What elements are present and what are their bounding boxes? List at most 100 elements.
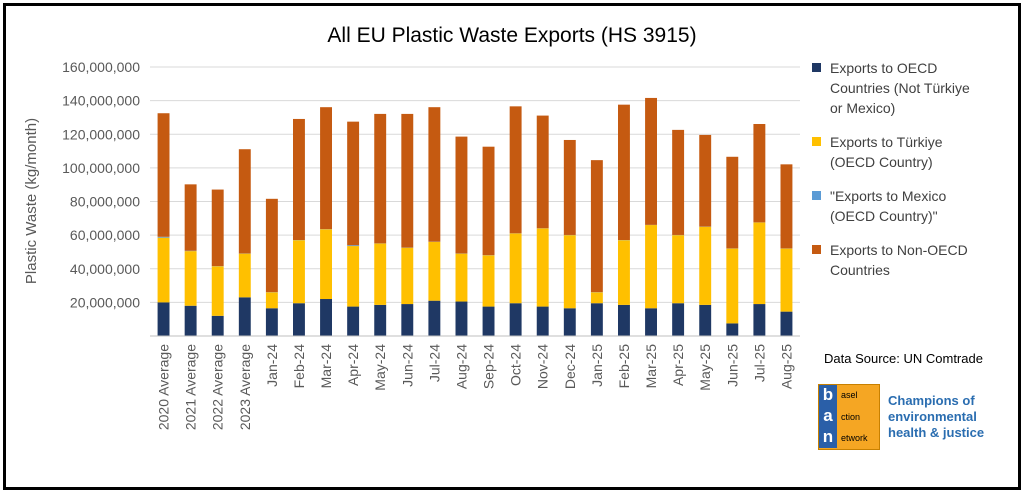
bar-segment-series-1	[672, 235, 685, 304]
bar-segment-series-1	[401, 247, 414, 305]
bar-segment-series-1	[184, 251, 197, 306]
bar-segment-series-3	[590, 160, 603, 293]
x-tick-label: Jul-25	[751, 344, 767, 382]
bar-segment-series-2	[347, 245, 360, 247]
bar-segment-series-1	[699, 226, 712, 305]
legend-swatch-oecd	[812, 63, 821, 72]
bar-segment-series-3	[184, 184, 197, 251]
x-tick-label: 2020 Average	[156, 344, 172, 430]
y-tick-label: 100,000,000	[62, 160, 140, 176]
bar-segment-series-3	[672, 129, 685, 235]
legend-item-mexico: "Exports to Mexico (OECD Country)"	[810, 186, 1010, 226]
bar-segment-series-0	[347, 306, 360, 336]
x-tick-label: Aug-24	[453, 344, 469, 389]
bar-segment-series-3	[645, 97, 657, 225]
bar-segment-series-1	[374, 243, 387, 305]
logo-word-network: etwork	[841, 433, 868, 443]
x-tick-label: Jan-24	[264, 344, 280, 387]
legend: Exports to OECD Countries (Not Türkiye o…	[810, 58, 1010, 294]
bar-segment-series-3	[401, 113, 414, 248]
bar-segment-series-0	[265, 308, 278, 336]
x-tick-label: Jul-24	[426, 344, 442, 382]
bar-segment-series-0	[509, 303, 522, 336]
x-tick-label: Jun-24	[399, 344, 415, 387]
bar-segment-series-1	[347, 246, 360, 307]
bar-segment-series-3	[699, 134, 712, 227]
x-tick-label: Sep-24	[481, 344, 497, 389]
bar-segment-series-3	[482, 146, 495, 256]
chart-title: All EU Plastic Waste Exports (HS 3915)	[327, 24, 696, 47]
bar-segment-series-1	[726, 248, 739, 324]
bar-segment-series-1	[320, 229, 332, 300]
bar-segment-series-0	[320, 299, 332, 336]
y-tick-label: 120,000,000	[62, 126, 140, 142]
bar-segment-series-1	[536, 228, 549, 307]
x-tick-label: Feb-24	[291, 344, 307, 389]
bar-segment-series-0	[401, 304, 414, 336]
bar-segment-series-3	[374, 113, 387, 244]
bar-segment-series-3	[238, 149, 251, 254]
bar-segment-series-0	[293, 303, 305, 336]
x-tick-label: May-24	[372, 344, 388, 391]
bar-segment-series-0	[618, 304, 630, 336]
legend-item-oecd: Exports to OECD Countries (Not Türkiye o…	[810, 58, 1010, 118]
bar-segment-series-3	[157, 113, 170, 237]
bar-segment-series-1	[618, 240, 630, 305]
bar-segment-series-0	[699, 304, 712, 336]
bar-segment-series-0	[455, 301, 468, 336]
bar-segment-series-0	[726, 323, 739, 336]
x-tick-label: Mar-24	[318, 344, 334, 389]
bar-segment-series-0	[428, 300, 441, 336]
ban-logo: b a n asel ction etwork	[818, 384, 880, 450]
x-tick-label: Oct-24	[508, 344, 524, 386]
logo-letter-b: b	[819, 385, 837, 406]
bar-segment-series-0	[184, 305, 197, 336]
y-tick-label: 160,000,000	[62, 59, 140, 75]
bar-segment-series-0	[238, 297, 251, 336]
y-tick-label: 20,000,000	[70, 294, 140, 310]
bar-segment-series-3	[618, 104, 630, 241]
bar-segment-series-0	[780, 311, 793, 336]
y-tick-label: 40,000,000	[70, 261, 140, 277]
bar-segment-series-0	[157, 302, 170, 336]
x-tick-label: Feb-25	[616, 344, 632, 389]
x-tick-label: Jun-25	[724, 344, 740, 387]
x-tick-label: Aug-25	[778, 344, 794, 389]
bar-segment-series-1	[563, 235, 576, 309]
bar-segment-series-3	[536, 115, 549, 229]
bar-segment-series-1	[211, 266, 224, 316]
y-axis-label: Plastic Waste (kg/month)	[23, 118, 40, 284]
bar-segment-series-1	[157, 237, 170, 303]
bar-segment-series-3	[293, 118, 305, 241]
bar-segment-series-0	[590, 303, 603, 336]
bar-segment-series-3	[753, 123, 766, 223]
bar-segment-series-0	[482, 306, 495, 336]
bar-segment-series-1	[482, 255, 495, 307]
legend-item-turkiye: Exports to Türkiye (OECD Country)	[810, 132, 1010, 172]
bar-segment-series-1	[590, 292, 603, 304]
bar-segment-series-0	[374, 304, 387, 336]
legend-swatch-turkiye	[812, 137, 821, 146]
bar-segment-series-3	[726, 156, 739, 249]
logo-word-basel: asel	[841, 390, 858, 400]
logo-word-action: ction	[841, 412, 861, 422]
bar-segment-series-3	[347, 121, 360, 246]
x-tick-label: 2023 Average	[237, 344, 253, 430]
bar-segment-series-2	[157, 236, 170, 238]
bar-segment-series-1	[455, 253, 468, 302]
legend-label-oecd: Exports to OECD Countries (Not Türkiye o…	[830, 60, 970, 116]
x-tick-label: Apr-25	[670, 344, 686, 386]
y-tick-label: 80,000,000	[70, 194, 140, 210]
data-source-note: Data Source: UN Comtrade	[824, 351, 983, 366]
bar-segment-series-0	[753, 304, 766, 336]
bar-segment-series-3	[780, 164, 793, 249]
bar-segment-series-3	[563, 139, 576, 235]
bar-segment-series-0	[211, 315, 224, 336]
x-tick-label: May-25	[697, 344, 713, 391]
bar-segment-series-1	[428, 241, 441, 301]
y-tick-label: 140,000,000	[62, 93, 140, 109]
logo-letter-n: n	[819, 427, 837, 448]
bar-segment-series-1	[509, 233, 522, 304]
legend-label-turkiye: Exports to Türkiye (OECD Country)	[830, 134, 943, 170]
